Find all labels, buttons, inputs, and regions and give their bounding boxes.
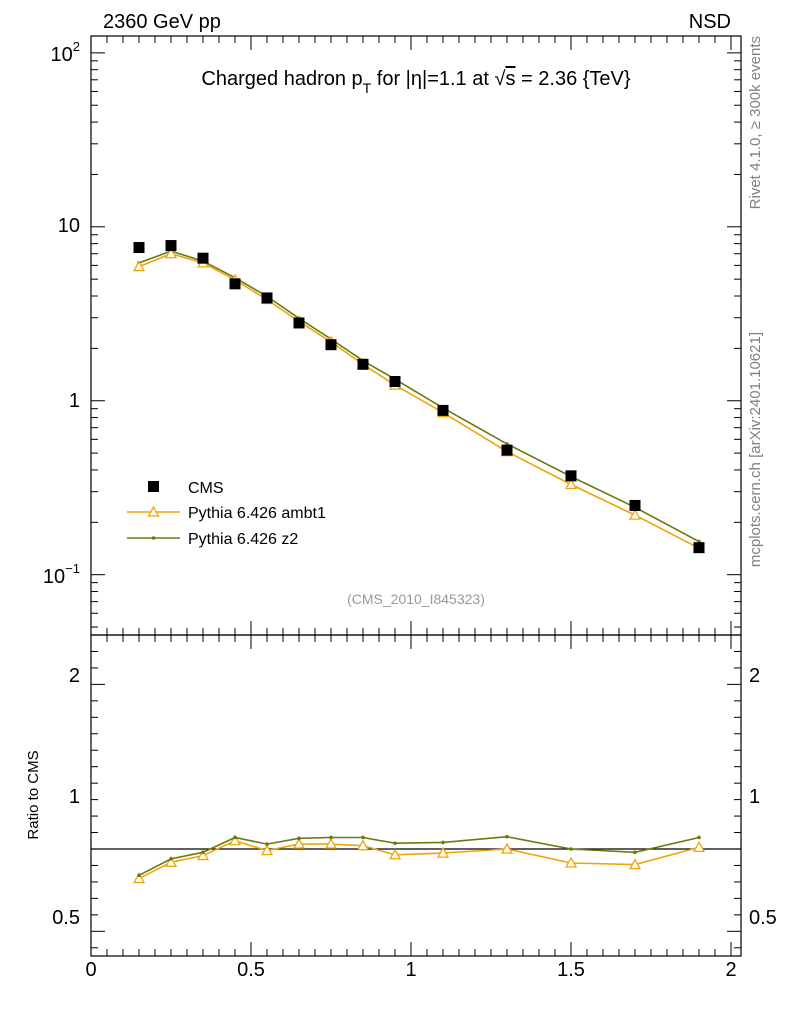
ratio-point-dot-9 xyxy=(441,840,445,845)
ratio-point-dot-3 xyxy=(233,835,237,840)
ratio-point-triangle-13 xyxy=(692,841,706,853)
chart-title: Charged hadron pT for |η|=1.1 at √s = 2.… xyxy=(201,68,630,96)
ratio-series xyxy=(132,834,706,884)
main-point-square-11 xyxy=(565,470,577,482)
ratio-ticks xyxy=(90,634,741,956)
ratio-y-axis-label: Ratio to CMS xyxy=(25,750,42,839)
ratio-point-triangle-3 xyxy=(228,834,242,846)
header-energy-label: 2360 GeV pp xyxy=(103,11,221,33)
ratio-line-pythia-6-426-z2 xyxy=(138,835,700,877)
xtick-label-1: 1 xyxy=(405,959,416,981)
main-point-square-0 xyxy=(133,242,145,254)
main-panel: 102 10 1 10−1 Charged hadron pT for |η|=… xyxy=(43,35,742,636)
ytick-label-1: 1 xyxy=(69,390,80,412)
main-point-triangle-0 xyxy=(132,260,146,272)
ratio-point-triangle-1 xyxy=(164,855,178,867)
ratio-point-triangle-8 xyxy=(388,848,402,860)
header-process-label: NSD xyxy=(689,11,731,33)
main-ticks xyxy=(90,36,741,635)
ytick-label-100: 102 xyxy=(51,39,80,66)
ratio-ytick-label-right-2: 2 xyxy=(749,665,760,687)
main-point-square-3 xyxy=(229,278,241,290)
ratio-point-triangle-4 xyxy=(260,844,274,856)
ratio-point-dot-8 xyxy=(393,841,397,846)
ratio-ytick-label-right-0.5: 0.5 xyxy=(749,907,777,929)
legend-marker-ambt1 xyxy=(147,505,160,517)
ratio-point-dot-10 xyxy=(505,834,509,839)
main-point-square-7 xyxy=(357,358,369,370)
main-point-square-12 xyxy=(629,499,641,511)
ratio-ytick-label-2: 2 xyxy=(69,665,80,687)
main-point-square-2 xyxy=(197,252,209,264)
main-point-square-1 xyxy=(165,240,177,252)
ratio-point-dot-5 xyxy=(297,836,301,841)
ytick-label-10: 10 xyxy=(58,215,80,237)
ratio-ytick-label-1: 1 xyxy=(69,786,80,808)
main-series xyxy=(132,240,706,554)
xtick-label-1.5: 1.5 xyxy=(557,959,585,981)
main-point-square-4 xyxy=(261,292,273,304)
ratio-point-dot-2 xyxy=(201,850,205,855)
legend-marker-cms xyxy=(148,481,159,492)
main-point-triangle-1 xyxy=(164,247,178,259)
ratio-point-dot-6 xyxy=(329,835,333,840)
main-point-triangle-11 xyxy=(564,478,578,490)
analysis-watermark: (CMS_2010_I845323) xyxy=(347,591,485,607)
ratio-point-dot-12 xyxy=(633,850,637,855)
ratio-point-triangle-9 xyxy=(436,846,450,858)
legend-marker-z2 xyxy=(151,536,156,540)
ratio-point-triangle-10 xyxy=(500,842,514,854)
ratio-point-dot-13 xyxy=(697,835,701,840)
ratio-point-triangle-2 xyxy=(196,849,210,861)
main-point-square-5 xyxy=(293,317,305,329)
main-point-square-9 xyxy=(437,404,449,416)
ratio-point-triangle-7 xyxy=(356,839,370,851)
main-point-square-10 xyxy=(501,444,513,456)
ratio-ytick-label-right-1: 1 xyxy=(749,786,760,808)
main-point-square-13 xyxy=(693,542,705,554)
main-point-square-8 xyxy=(389,376,401,388)
ratio-point-triangle-0 xyxy=(132,872,146,884)
main-point-triangle-12 xyxy=(628,508,642,520)
ratio-ytick-label-0.5: 0.5 xyxy=(52,907,80,929)
legend-label-ambt1: Pythia 6.426 ambt1 xyxy=(188,505,326,522)
ratio-frame xyxy=(90,634,742,957)
main-line-pythia-6-426-z2 xyxy=(138,250,700,543)
legend: CMS Pythia 6.426 ambt1 Pythia 6.426 z2 xyxy=(127,480,326,548)
main-y-tick-labels: 102 10 1 10−1 xyxy=(43,39,80,588)
legend-label-cms: CMS xyxy=(188,480,224,497)
side-mcplots-label: mcplots.cern.ch [arXiv:2401.10621] xyxy=(747,332,764,567)
main-line-pythia-6-426-ambt1 xyxy=(138,252,700,549)
ytick-label-0.1: 10−1 xyxy=(43,561,80,588)
ratio-point-triangle-5 xyxy=(292,837,306,849)
side-rivet-label: Rivet 4.1.0, ≥ 300k events xyxy=(747,36,764,209)
ratio-line-pythia-6-426-ambt1 xyxy=(138,839,700,880)
ratio-point-dot-11 xyxy=(569,847,573,851)
ratio-point-dot-7 xyxy=(361,835,365,840)
legend-label-z2: Pythia 6.426 z2 xyxy=(188,531,298,548)
xtick-label-0: 0 xyxy=(85,959,96,981)
ratio-point-dot-0 xyxy=(137,873,141,878)
ratio-point-dot-4 xyxy=(265,842,269,846)
ratio-point-triangle-6 xyxy=(324,837,338,849)
ratio-panel: Ratio to CMS 2 1 0.5 2 1 0.5 0 0.5 1 1.5… xyxy=(25,634,777,981)
ratio-point-dot-1 xyxy=(169,857,173,861)
main-point-square-6 xyxy=(325,339,337,351)
ratio-point-triangle-11 xyxy=(564,856,578,868)
xtick-label-2: 2 xyxy=(725,959,736,981)
ratio-point-triangle-12 xyxy=(628,858,642,870)
xtick-label-0.5: 0.5 xyxy=(237,959,265,981)
